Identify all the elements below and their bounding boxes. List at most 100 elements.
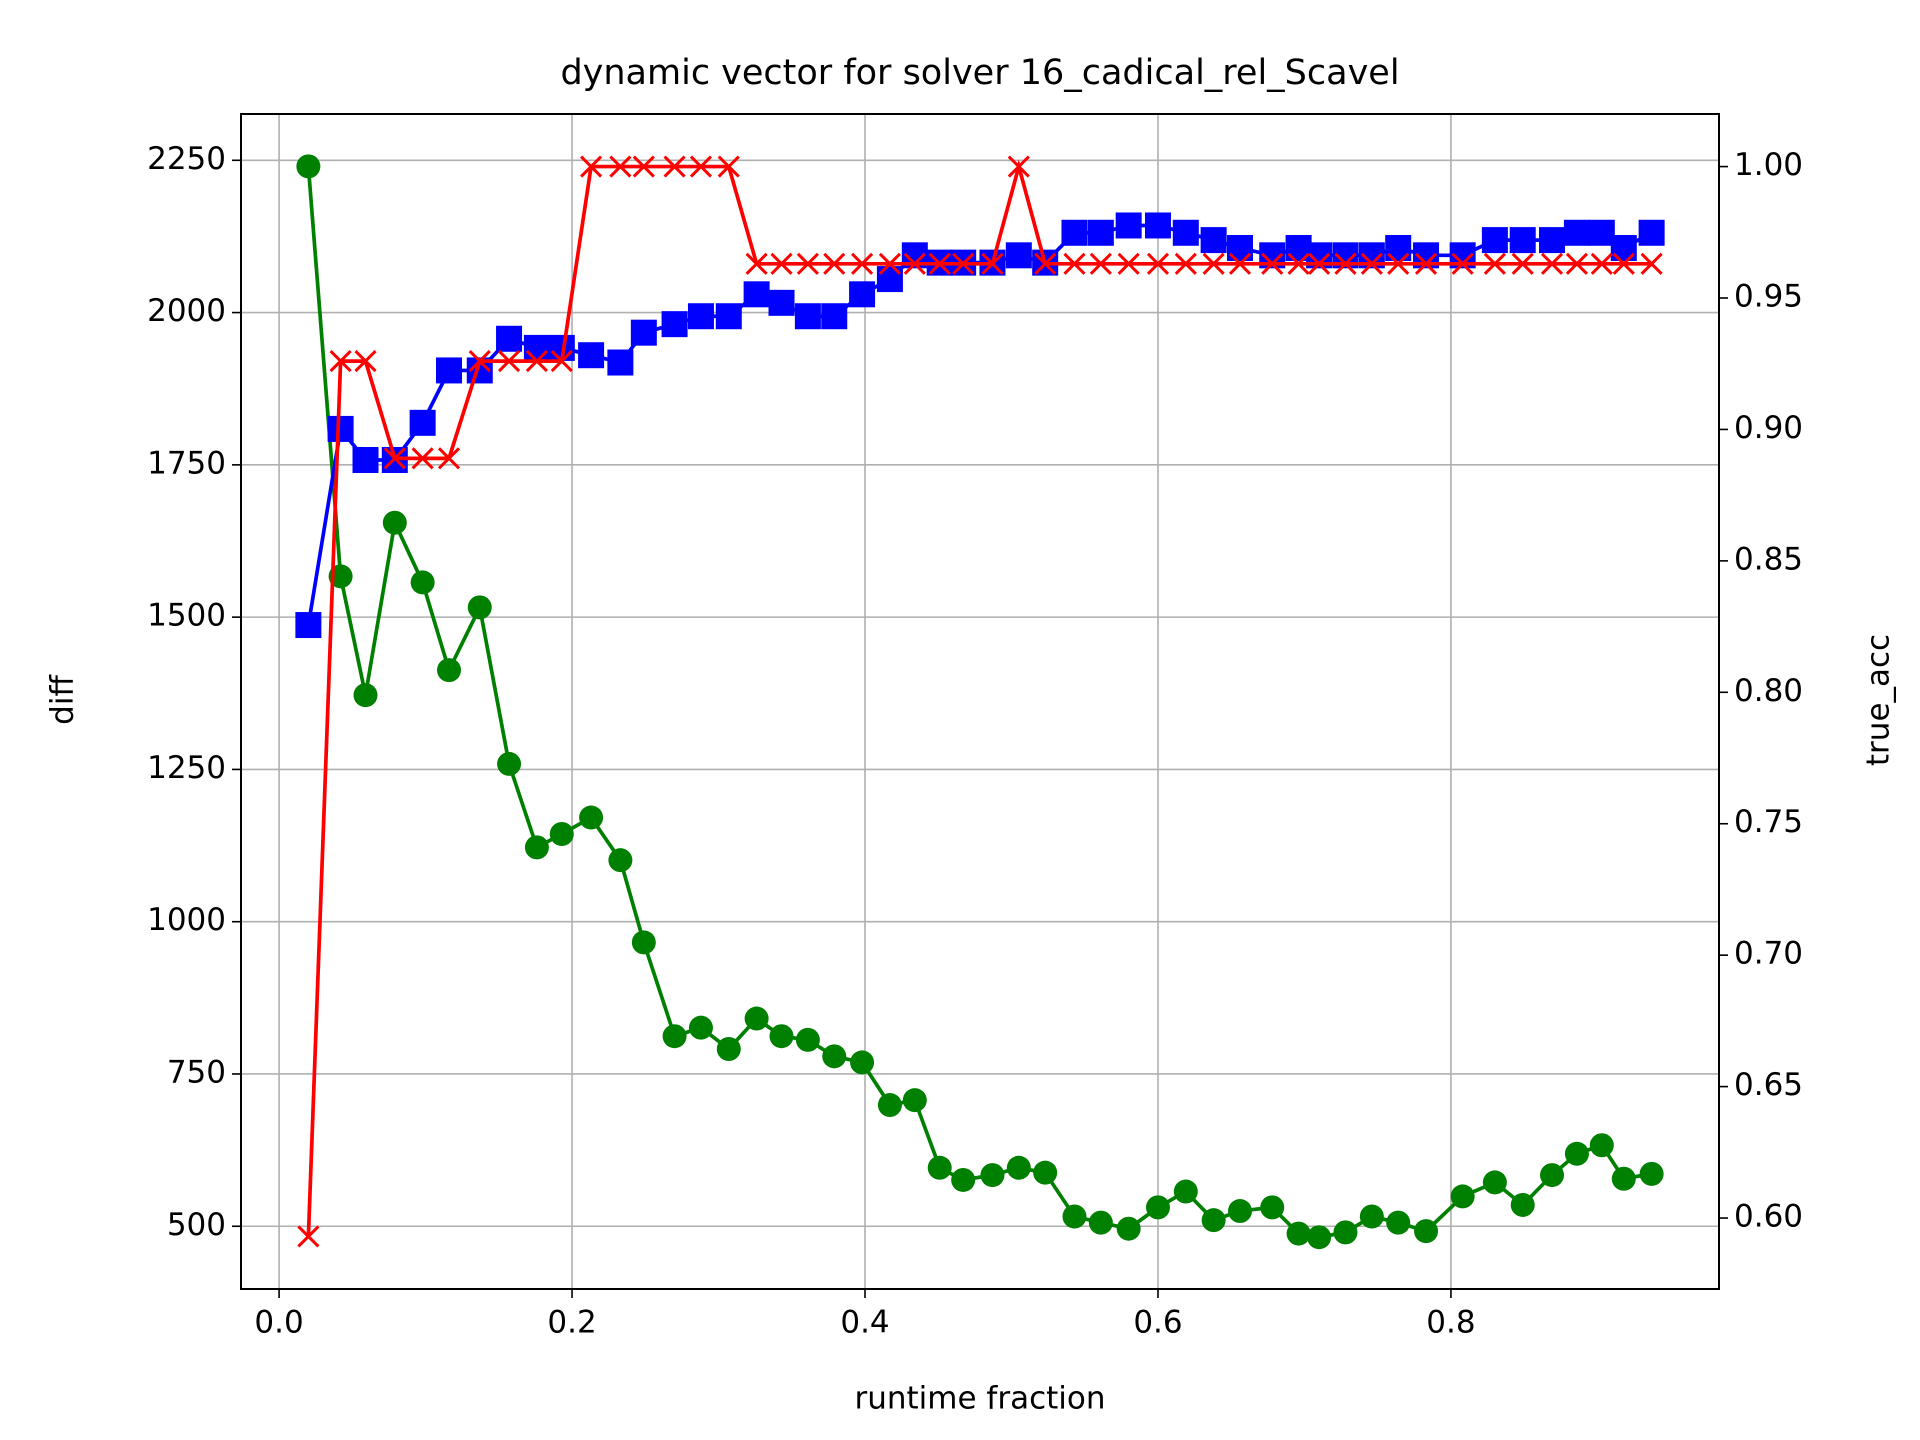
marker — [849, 281, 876, 308]
marker — [1385, 235, 1412, 262]
marker — [1639, 1161, 1664, 1186]
marker — [1387, 252, 1410, 275]
marker — [1565, 252, 1588, 275]
marker — [1414, 252, 1438, 275]
marker — [1359, 1204, 1384, 1229]
marker — [1510, 1192, 1535, 1217]
marker — [1201, 1208, 1226, 1233]
marker — [1638, 219, 1665, 246]
marker — [1261, 252, 1284, 275]
marker — [1539, 227, 1566, 254]
marker — [1117, 252, 1140, 275]
marker — [296, 154, 321, 179]
y-tick-label: 500 — [167, 1207, 226, 1243]
marker — [467, 595, 492, 620]
x-tick-label: 0.8 — [1426, 1305, 1475, 1341]
marker — [1511, 252, 1534, 275]
marker — [980, 1163, 1005, 1188]
marker — [1563, 219, 1590, 246]
marker — [497, 751, 522, 776]
marker — [1174, 252, 1197, 275]
marker — [1451, 252, 1474, 275]
x-tick-label: 0.0 — [254, 1305, 303, 1341]
marker — [525, 350, 548, 373]
marker — [794, 303, 821, 330]
x-axis-label: runtime fraction — [854, 1381, 1105, 1417]
marker — [688, 1015, 713, 1040]
marker — [1589, 1133, 1614, 1158]
y-tick-label: 2250 — [147, 141, 226, 177]
marker — [903, 252, 926, 275]
line — [306, 159, 1652, 1237]
marker — [578, 342, 605, 369]
marker — [1088, 1210, 1113, 1235]
marker — [608, 848, 633, 873]
marker — [744, 1006, 769, 1031]
marker — [1146, 252, 1170, 275]
y2-tick-label: 0.75 — [1734, 804, 1803, 840]
marker — [1540, 252, 1564, 275]
marker — [716, 1037, 741, 1062]
y-tick-label: 1250 — [147, 750, 226, 786]
marker — [1228, 252, 1252, 275]
marker — [1173, 1179, 1198, 1204]
marker — [851, 252, 874, 275]
marker — [795, 1027, 820, 1052]
y-tick-label: 1750 — [147, 445, 226, 481]
y-tick-label: 1000 — [147, 902, 226, 938]
marker — [1228, 1199, 1253, 1224]
marker — [1307, 1225, 1332, 1250]
marker — [1611, 1166, 1636, 1191]
marker — [549, 821, 574, 846]
marker — [821, 303, 848, 330]
marker — [327, 415, 354, 442]
marker — [1227, 235, 1254, 262]
marker — [1414, 1219, 1439, 1244]
marker — [1172, 219, 1199, 246]
series — [297, 155, 1663, 1248]
x-tick-label: 0.6 — [1133, 1305, 1182, 1341]
marker — [1087, 219, 1114, 246]
y2-tick-label: 0.80 — [1734, 673, 1803, 709]
marker — [1115, 212, 1142, 239]
plot-frame — [240, 113, 1720, 1290]
marker — [745, 252, 768, 275]
y-axis-label: diff — [45, 675, 81, 725]
marker — [769, 1024, 794, 1049]
marker — [523, 334, 550, 361]
marker — [550, 350, 573, 373]
marker — [411, 447, 434, 470]
y-tick-label: 750 — [167, 1054, 226, 1090]
marker — [1144, 212, 1171, 239]
marker — [878, 252, 901, 275]
marker — [1540, 1163, 1565, 1188]
y2-tick-label: 0.65 — [1734, 1067, 1803, 1103]
marker — [382, 510, 407, 535]
marker — [353, 683, 378, 708]
marker — [823, 252, 846, 275]
marker — [437, 447, 461, 470]
y2-tick-label: 0.95 — [1734, 279, 1803, 315]
marker — [1006, 1155, 1031, 1180]
y2-axis-label: true_acc — [1861, 634, 1897, 766]
marker — [1062, 1204, 1087, 1229]
marker — [410, 570, 435, 595]
marker — [1116, 1216, 1141, 1241]
marker — [607, 349, 634, 376]
marker — [1564, 1141, 1589, 1166]
marker — [352, 446, 379, 473]
marker — [498, 350, 521, 373]
marker — [902, 1088, 927, 1113]
marker — [877, 1093, 902, 1118]
marker — [1588, 219, 1615, 246]
marker — [850, 1050, 875, 1075]
marker — [468, 350, 491, 373]
marker — [687, 303, 714, 330]
y-tick-label: 1500 — [147, 598, 226, 634]
marker — [951, 1167, 976, 1192]
marker — [876, 266, 903, 293]
marker — [715, 303, 742, 330]
marker — [689, 155, 713, 178]
